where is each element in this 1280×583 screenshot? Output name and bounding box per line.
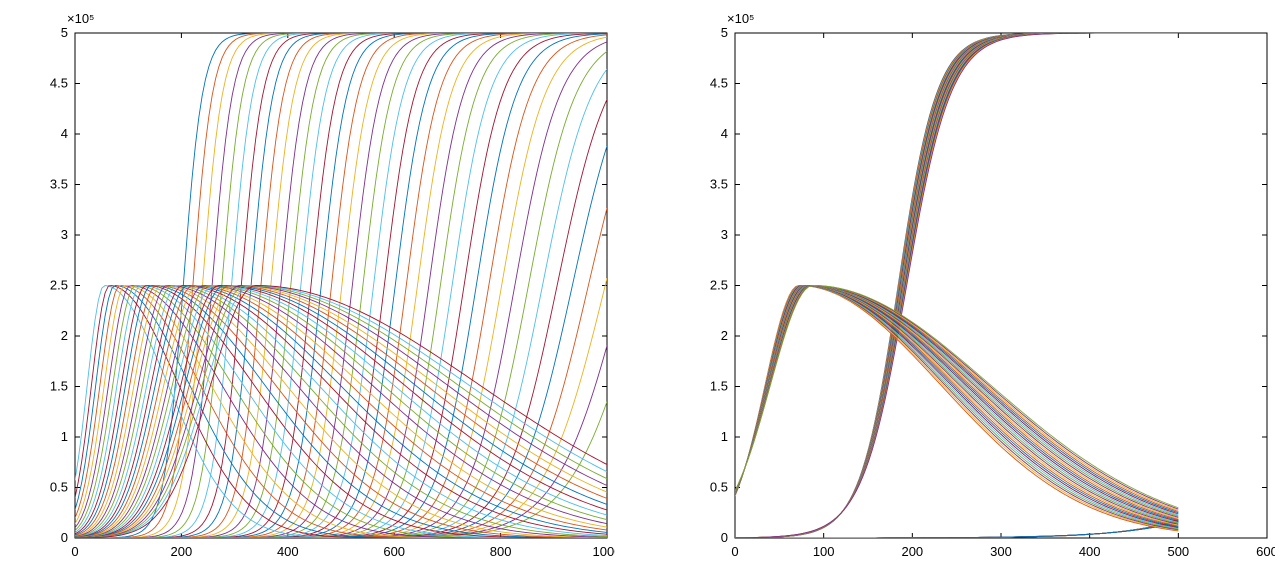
x-tick-label: 800 [490,544,512,559]
y-tick-label: 4 [721,126,728,141]
right-chart: ×10⁵ 0 0.5 1 1.5 2 2.5 3 3.5 4 4.5 5 0 100 200 300 400 50… [680,5,1275,570]
y-tick-label: 0.5 [50,480,68,495]
series-curve [735,522,1178,538]
series-curve [735,522,1178,538]
series-curve [735,521,1178,538]
curve-group [735,33,1178,538]
y-tick-label: 0 [61,530,68,545]
y-tick-label: 2 [721,328,728,343]
y-tick-label: 5 [61,25,68,40]
y-tick-label: 2.5 [50,278,68,293]
y-tick-label: 1.5 [710,379,728,394]
x-tick-label: 200 [901,544,923,559]
y-tick-label: 3 [61,227,68,242]
y-tick-label: 4 [61,126,68,141]
series-curve [735,522,1178,538]
series-curve [735,522,1178,538]
left-chart: ×10⁵ 0 0.5 1 1.5 2 2.5 3 3.5 4 4.5 5 0 200 400 600 800 10… [20,5,615,570]
y-tick-label: 1 [721,429,728,444]
series-curve [735,522,1178,538]
y-tick-label: 1 [61,429,68,444]
y-axis-exponent-label: ×10⁵ [727,11,754,26]
x-tick-label: 1000 [593,544,615,559]
y-axis-exponent-label: ×10⁵ [67,11,94,26]
x-tick-label: 500 [1167,544,1189,559]
x-tick-label: 400 [277,544,299,559]
series-curve [735,520,1178,538]
series-curve [735,521,1178,538]
y-tick-label: 1.5 [50,379,68,394]
series-curve [735,522,1178,538]
series-curve [735,520,1178,538]
series-curve [735,286,1178,523]
x-tick-label: 0 [71,544,78,559]
series-curve [735,521,1178,538]
x-tick-label: 600 [383,544,405,559]
series-curve [735,520,1178,538]
series-curve [735,520,1178,538]
series-curve [735,286,1178,525]
x-tick-label: 100 [813,544,835,559]
y-tick-label: 0 [721,530,728,545]
x-tick-label: 600 [1256,544,1275,559]
x-tick-label: 300 [990,544,1012,559]
y-tick-label: 3.5 [710,177,728,192]
series-curve [735,520,1178,538]
y-tick-label: 3 [721,227,728,242]
series-curve [735,520,1178,538]
series-curve [735,522,1178,538]
left-chart-panel: ×10⁵ 0 0.5 1 1.5 2 2.5 3 3.5 4 4.5 5 0 200 400 600 800 10… [20,5,615,570]
series-curve [735,286,1178,512]
y-tick-label: 4.5 [50,76,68,91]
y-tick-label: 5 [721,25,728,40]
series-curve [735,286,1178,529]
series-curve [75,146,607,538]
y-tick-label: 0.5 [710,480,728,495]
series-curve [735,286,1178,526]
y-tick-label: 2 [61,328,68,343]
series-curve [735,521,1178,538]
x-tick-label: 400 [1079,544,1101,559]
series-curve [735,520,1178,538]
series-curve [735,521,1178,538]
y-tick-label: 2.5 [710,278,728,293]
series-curve [735,521,1178,538]
series-curve [735,286,1178,517]
series-curve [735,286,1178,508]
curve-group [75,33,607,538]
series-curve [735,521,1178,538]
right-chart-panel: ×10⁵ 0 0.5 1 1.5 2 2.5 3 3.5 4 4.5 5 0 100 200 300 400 50… [680,5,1275,570]
series-curve [735,286,1178,531]
series-curve [735,522,1178,538]
series-curve [735,521,1178,538]
y-tick-label: 4.5 [710,76,728,91]
series-curve [735,520,1178,538]
series-curve [735,521,1178,538]
x-tick-label: 0 [731,544,738,559]
series-curve [735,286,1178,521]
x-tick-label: 200 [171,544,193,559]
y-tick-label: 3.5 [50,177,68,192]
